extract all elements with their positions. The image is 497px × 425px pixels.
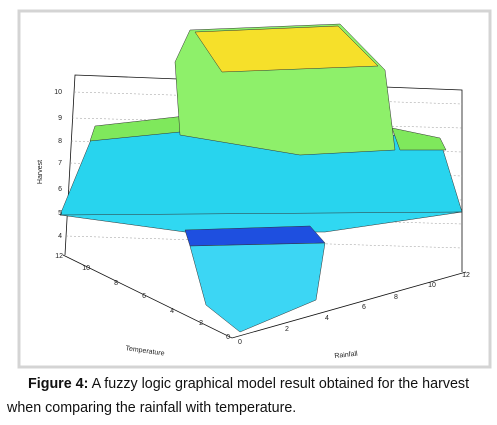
z-tick-label: 8 — [58, 138, 62, 145]
z-axis-label: Harvest — [37, 160, 44, 184]
caption: Figure 4: A fuzzy logic graphical model … — [7, 372, 493, 420]
x-tick-label: 6 — [362, 304, 366, 311]
figure: Harvest Temperature Rainfall 45678910024… — [17, 9, 492, 369]
x-tick-label: 0 — [238, 339, 242, 346]
z-tick-label: 4 — [58, 233, 62, 240]
y-tick-label: 2 — [199, 320, 203, 327]
z-tick-label: 9 — [58, 115, 62, 122]
y-tick-label: 0 — [226, 334, 230, 341]
x-tick-label: 4 — [325, 315, 329, 322]
caption-label: Figure 4: — [28, 376, 89, 392]
x-tick-label: 12 — [462, 272, 470, 279]
y-tick-label: 12 — [55, 253, 63, 260]
z-tick-label: 10 — [54, 89, 62, 96]
y-tick-label: 8 — [114, 280, 118, 287]
caption-text: A fuzzy logic graphical model result obt… — [7, 376, 470, 416]
x-tick-label: 8 — [394, 294, 398, 301]
x-tick-label: 10 — [428, 282, 436, 289]
y-tick-label: 4 — [170, 308, 174, 315]
z-tick-label: 7 — [58, 160, 62, 167]
y-tick-label: 6 — [142, 293, 146, 300]
x-axis-label: Rainfall — [334, 351, 358, 360]
x-tick-label: 2 — [285, 326, 289, 333]
surface — [59, 23, 463, 333]
y-tick-label: 10 — [82, 265, 90, 272]
z-tick-label: 5 — [58, 210, 62, 217]
z-tick-label: 6 — [58, 186, 62, 193]
